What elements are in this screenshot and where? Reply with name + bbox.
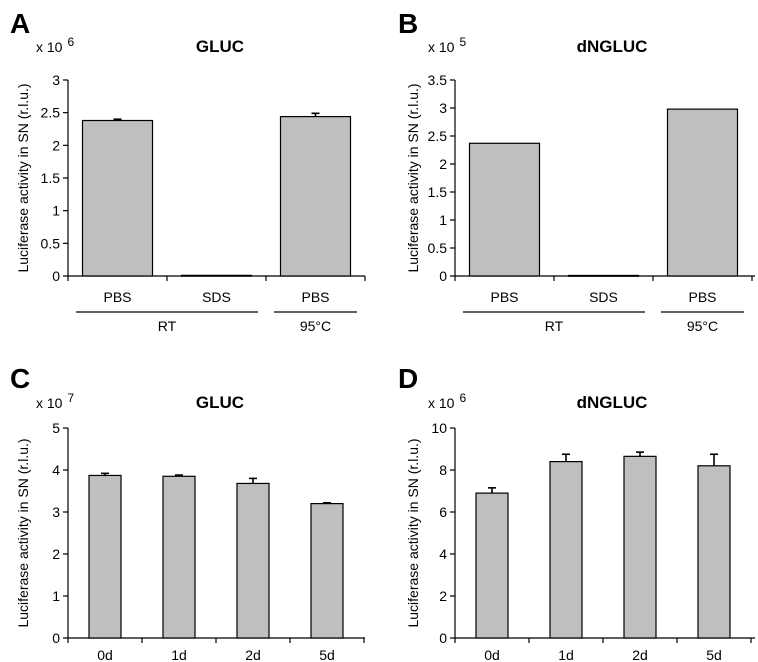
- category-label: 5d: [706, 647, 722, 662]
- chart-panel-c: Cx 10 7 GLUC Luciferase activity in SN (r.l…: [10, 363, 365, 662]
- group-label: 95°C: [687, 318, 718, 334]
- y-tick-label: 2.5: [428, 128, 448, 144]
- y-tick-label: 4: [52, 462, 60, 478]
- y-axis-label: Luciferase activity in SN (r.l.u.): [405, 438, 421, 627]
- y-multiplier-base: x 10: [428, 39, 455, 55]
- category-label: 0d: [97, 647, 113, 662]
- y-tick-label: 3: [52, 72, 60, 88]
- bar-5d-3: [310, 503, 344, 639]
- chart-panel-d: Dx 10 6 dNGLUC Luciferase activity in SN (r…: [398, 363, 755, 662]
- y-tick-label: 6: [439, 504, 447, 520]
- category-label: SDS: [202, 289, 231, 305]
- y-multiplier-base: x 10: [36, 39, 63, 55]
- y-multiplier-exponent: 6: [459, 391, 466, 405]
- y-tick-label: 0: [439, 630, 447, 646]
- group-label: 95°C: [300, 318, 331, 334]
- category-label: PBS: [103, 289, 131, 305]
- y-multiplier: x 10 5: [428, 35, 466, 55]
- y-tick-label: 8: [439, 462, 447, 478]
- chart-title: GLUC: [196, 37, 244, 56]
- category-label: 1d: [171, 647, 187, 662]
- bar-pbs-0: [81, 119, 154, 277]
- y-tick-label: 0: [52, 630, 60, 646]
- y-tick-label: 2: [439, 588, 447, 604]
- y-tick-label: 1: [52, 588, 60, 604]
- group-label: RT: [545, 318, 564, 334]
- y-axis-label: Luciferase activity in SN (r.l.u.): [405, 83, 421, 272]
- y-multiplier-base: x 10: [428, 395, 455, 411]
- chart-panel-a: Ax 10 6 GLUC Luciferase activity in SN (r.l…: [10, 8, 366, 334]
- y-multiplier-base: x 10: [36, 395, 63, 411]
- bar-pbs-2: [279, 115, 352, 277]
- category-label: PBS: [688, 289, 716, 305]
- bar-sds-1: [180, 274, 253, 277]
- y-tick-label: 1: [52, 203, 60, 219]
- y-multiplier-exponent: 5: [459, 35, 466, 49]
- bar-pbs-0: [468, 142, 541, 277]
- chart-panel-b: Bx 10 5 dNGLUC Luciferase activity in SN (r…: [398, 8, 755, 334]
- y-tick-label: 10: [431, 420, 447, 436]
- y-axis-label: Luciferase activity in SN (r.l.u.): [15, 438, 31, 627]
- bar-2d-2: [623, 455, 657, 639]
- bar-0d-0: [475, 492, 509, 639]
- y-tick-label: 0: [52, 268, 60, 284]
- y-tick-label: 1.5: [41, 170, 61, 186]
- chart-title: dNGLUC: [577, 393, 648, 412]
- y-tick-label: 2: [52, 546, 60, 562]
- y-axis-label: Luciferase activity in SN (r.l.u.): [15, 83, 31, 272]
- category-label: 2d: [632, 647, 648, 662]
- y-tick-label: 0.5: [41, 235, 61, 251]
- category-label: 0d: [484, 647, 500, 662]
- y-tick-label: 3: [52, 504, 60, 520]
- category-label: 1d: [558, 647, 574, 662]
- y-tick-label: 2: [52, 137, 60, 153]
- category-label: 5d: [319, 647, 335, 662]
- chart-title: dNGLUC: [577, 37, 648, 56]
- y-tick-label: 0: [439, 268, 447, 284]
- y-tick-label: 2: [439, 156, 447, 172]
- y-multiplier: x 10 7: [36, 391, 74, 411]
- bar-sds-1: [567, 274, 640, 277]
- y-tick-label: 1: [439, 212, 447, 228]
- y-tick-label: 1.5: [428, 184, 448, 200]
- category-label: 2d: [245, 647, 261, 662]
- bar-pbs-2: [666, 108, 739, 277]
- y-tick-label: 4: [439, 546, 447, 562]
- y-tick-label: 3: [439, 100, 447, 116]
- chart-title: GLUC: [196, 393, 244, 412]
- y-multiplier: x 10 6: [36, 35, 74, 55]
- bar-5d-3: [697, 465, 731, 639]
- bar-0d-0: [88, 474, 122, 639]
- category-label: PBS: [301, 289, 329, 305]
- bar-1d-1: [549, 461, 583, 639]
- panel-letter: A: [10, 8, 30, 39]
- panel-letter: D: [398, 363, 418, 394]
- bar-2d-2: [236, 482, 270, 639]
- panel-letter: B: [398, 8, 418, 39]
- y-tick-label: 3.5: [428, 72, 448, 88]
- category-label: PBS: [490, 289, 518, 305]
- y-multiplier: x 10 6: [428, 391, 466, 411]
- y-tick-label: 5: [52, 420, 60, 436]
- category-label: SDS: [589, 289, 618, 305]
- y-multiplier-exponent: 7: [67, 391, 74, 405]
- y-tick-label: 0.5: [428, 240, 448, 256]
- y-multiplier-exponent: 6: [67, 35, 74, 49]
- panel-letter: C: [10, 363, 30, 394]
- group-label: RT: [158, 318, 177, 334]
- y-tick-label: 2.5: [41, 105, 61, 121]
- bar-1d-1: [162, 475, 196, 639]
